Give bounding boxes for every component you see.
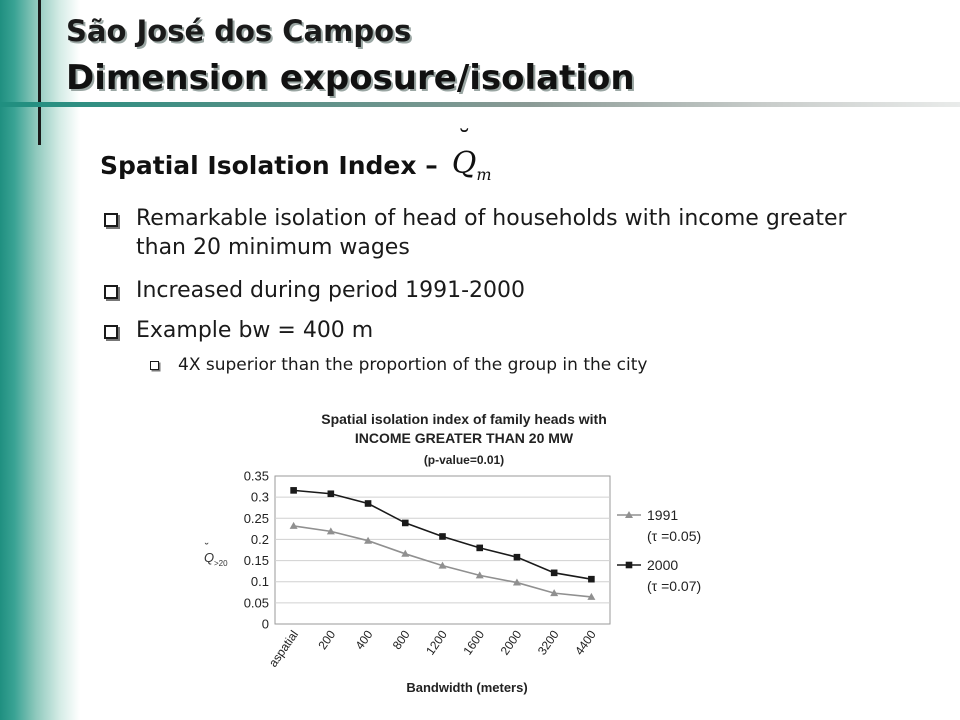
data-point-2000	[365, 500, 372, 507]
chart-legend: 1991 (τ =0.05) 2000 (τ =0.07)	[617, 507, 701, 594]
x-tick-label: 2000	[498, 627, 525, 657]
data-point-2000	[402, 520, 409, 527]
isolation-index-chart: Spatial isolation index of family heads …	[180, 400, 760, 704]
section-heading: Spatial Isolation Index –	[100, 151, 438, 180]
legend-marker-2000	[626, 562, 633, 569]
bullet-item: Increased during period 1991-2000	[104, 276, 884, 305]
slide-title-city: São José dos Campos	[66, 14, 411, 48]
y-tick-label: 0.15	[244, 553, 269, 568]
bullet-text: Example bw = 400 m	[136, 316, 884, 345]
bullet-text: Remarkable isolation of head of househol…	[136, 204, 884, 262]
y-tick-label: 0.35	[244, 469, 269, 484]
slide-title-topic: Dimension exposure/isolation	[66, 58, 635, 98]
y-tick-label: 0.25	[244, 511, 269, 526]
y-tick-label: 0.05	[244, 595, 269, 610]
x-tick-label: 1200	[423, 627, 450, 657]
sub-bullet-text: 4X superior than the proportion of the g…	[178, 355, 647, 375]
chart-title: Spatial isolation index of family heads …	[321, 411, 607, 427]
bullet-item: Remarkable isolation of head of househol…	[104, 204, 884, 262]
data-point-2000	[328, 490, 335, 497]
x-tick-label: 4400	[572, 627, 599, 657]
data-point-2000	[588, 576, 595, 583]
plot-frame	[275, 476, 610, 624]
x-tick-label: 200	[315, 627, 338, 652]
bullet-text: Increased during period 1991-2000	[136, 276, 884, 305]
bullet-item: Example bw = 400 m	[104, 316, 884, 345]
title-underline-rule	[0, 102, 960, 107]
vertical-rule	[38, 0, 41, 145]
sub-bullet-item: 4X superior than the proportion of the g…	[150, 355, 647, 375]
x-tick-label: 3200	[535, 627, 562, 657]
x-tick-label: 400	[353, 627, 376, 652]
data-point-2000	[514, 554, 521, 561]
legend-tau-1991: (τ =0.05)	[647, 528, 701, 544]
section-heading-row: Spatial Isolation Index – ˘ Qm	[100, 143, 492, 187]
x-tick-label: aspatial	[266, 628, 301, 670]
legend-tau-2000: (τ =0.07)	[647, 578, 701, 594]
y-axis-label-symbol: Q ˘ >20	[204, 542, 228, 568]
y-tick-label: 0	[262, 617, 269, 632]
chart-subtitle: INCOME GREATER THAN 20 MW	[355, 430, 574, 446]
square-bullet-icon	[104, 325, 118, 339]
data-point-2000	[476, 545, 483, 552]
chart-svg: Spatial isolation index of family heads …	[180, 400, 760, 700]
square-bullet-icon	[104, 285, 118, 299]
svg-text:>20: >20	[214, 559, 228, 568]
q-m-formula-symbol: ˘ Qm	[452, 146, 492, 184]
data-point-2000	[551, 570, 558, 577]
y-tick-label: 0.2	[251, 532, 269, 547]
square-bullet-icon	[104, 213, 118, 227]
y-tick-label: 0.3	[251, 490, 269, 505]
x-tick-label: 800	[390, 627, 413, 652]
legend-label-2000: 2000	[647, 557, 678, 573]
chart-note: (p-value=0.01)	[424, 453, 504, 467]
x-axis-label: Bandwidth (meters)	[406, 680, 527, 695]
y-tick-label: 0.1	[251, 574, 269, 589]
legend-label-1991: 1991	[647, 507, 678, 523]
data-point-2000	[290, 487, 297, 494]
x-tick-label: 1600	[460, 627, 487, 657]
svg-text:˘: ˘	[204, 542, 209, 554]
data-point-2000	[439, 533, 446, 540]
square-bullet-icon	[150, 361, 159, 370]
